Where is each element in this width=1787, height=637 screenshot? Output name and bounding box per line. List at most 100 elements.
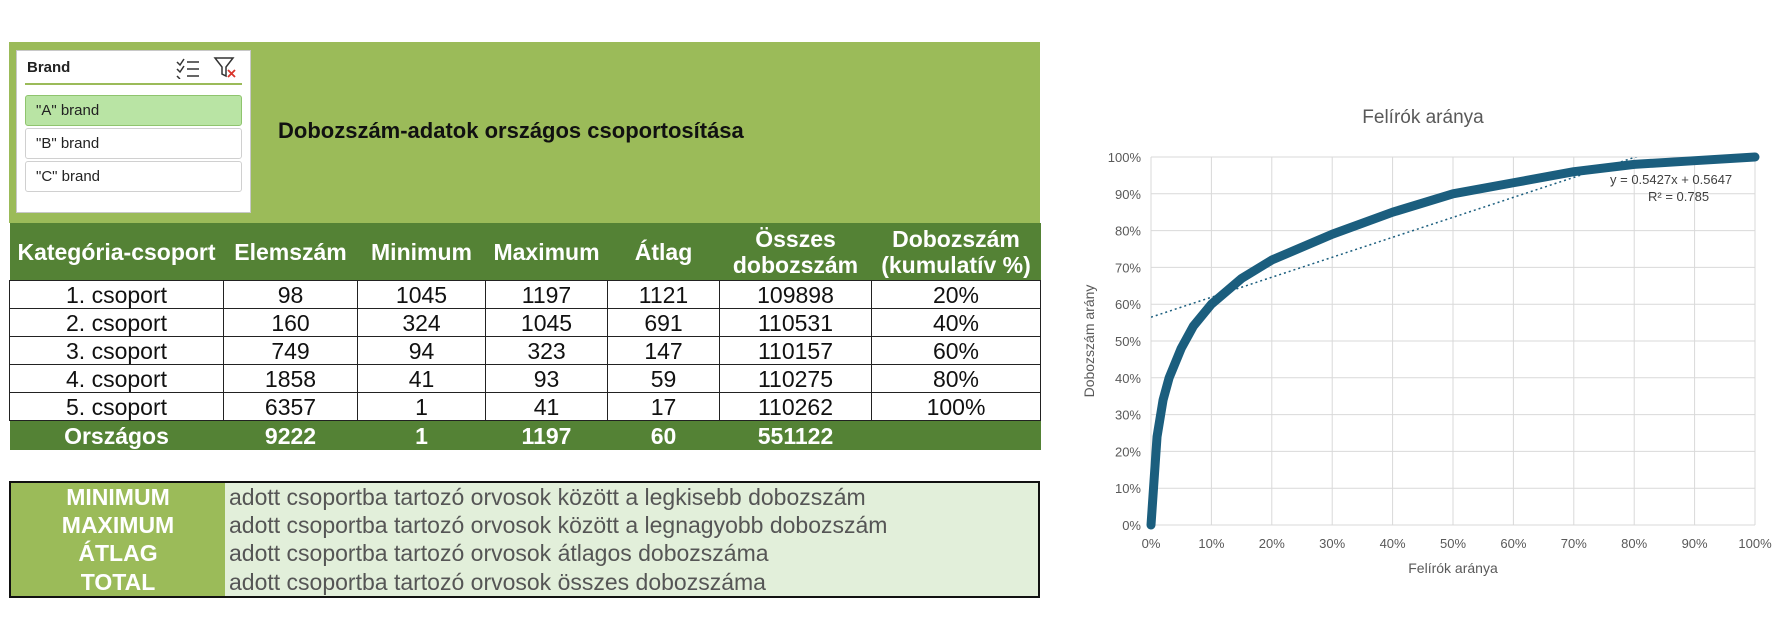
total-cell: Országos <box>9 420 224 450</box>
table-row: 3. csoport 749 94 323 147 110157 60% <box>9 336 1041 365</box>
table-row: 4. csoport 1858 41 93 59 110275 80% <box>9 364 1041 393</box>
table-cell: 2. csoport <box>9 308 224 337</box>
multi-select-icon[interactable] <box>175 57 203 79</box>
table-cell: 147 <box>607 336 720 365</box>
table-cell: 98 <box>223 280 358 309</box>
total-cell: 551122 <box>719 420 872 450</box>
header-row: Kategória-csoport Elemszám Minimum Maximum Á… <box>9 223 1041 281</box>
table-cell: 20% <box>871 280 1041 309</box>
x-tick-label: 30% <box>1319 536 1345 551</box>
column-header: Minimum <box>357 223 486 281</box>
column-header: Kategória-csoport <box>9 223 224 281</box>
table-cell: 324 <box>357 308 486 337</box>
table-cell: 110531 <box>719 308 872 337</box>
column-header: Összes dobozszám <box>719 223 872 281</box>
table-cell: 1858 <box>223 364 358 393</box>
x-axis-label: Felírók aránya <box>1408 560 1498 576</box>
table-cell: 1 <box>357 392 486 421</box>
table-cell: 60% <box>871 336 1041 365</box>
total-cell: 9222 <box>223 420 358 450</box>
table-cell: 109898 <box>719 280 872 309</box>
y-tick-label: 40% <box>1115 371 1141 386</box>
table-cell: 41 <box>485 392 608 421</box>
page-title: Dobozszám-adatok országos csoportosítása <box>278 118 744 143</box>
slicer-item[interactable]: "B" brand <box>25 128 242 159</box>
total-cell: 60 <box>607 420 720 450</box>
definition-text: adott csoportba tartozó orvosok között a… <box>229 512 888 539</box>
table-cell: 1045 <box>357 280 486 309</box>
x-tick-label: 90% <box>1682 536 1708 551</box>
x-tick-label: 100% <box>1738 536 1772 551</box>
total-cell: 1197 <box>485 420 608 450</box>
total-cell <box>871 420 1041 450</box>
table-cell: 1121 <box>607 280 720 309</box>
y-tick-label: 100% <box>1108 150 1142 165</box>
total-row: Országos 9222 1 1197 60 551122 <box>9 420 1041 450</box>
y-tick-label: 50% <box>1115 334 1141 349</box>
column-header: Elemszám <box>223 223 358 281</box>
x-tick-label: 80% <box>1621 536 1647 551</box>
x-tick-label: 60% <box>1500 536 1526 551</box>
data-line <box>1146 152 1760 530</box>
table-row: 5. csoport 6357 1 41 17 110262 100% <box>9 392 1041 421</box>
table-cell: 5. csoport <box>9 392 224 421</box>
definition-term: MINIMUM <box>11 483 225 512</box>
x-tick-label: 70% <box>1561 536 1587 551</box>
table-cell: 110275 <box>719 364 872 393</box>
y-tick-label: 70% <box>1115 260 1141 275</box>
data-table: Kategória-csoport Elemszám Minimum Maximum Á… <box>9 223 1041 450</box>
table-cell: 80% <box>871 364 1041 393</box>
table-cell: 110262 <box>719 392 872 421</box>
table-cell: 40% <box>871 308 1041 337</box>
y-tick-label: 60% <box>1115 297 1141 312</box>
definition-text: adott csoportba tartozó orvosok összes d… <box>229 568 766 595</box>
trendline-equation: y = 0.5427x + 0.5647 <box>1610 172 1732 187</box>
slicer-title: Brand <box>27 59 71 76</box>
table-cell: 94 <box>357 336 486 365</box>
total-cell: 1 <box>357 420 486 450</box>
table-row: 2. csoport 160 324 1045 691 110531 40% <box>9 308 1041 337</box>
y-axis-label: Dobozszám arány <box>1081 285 1097 398</box>
x-tick-label: 10% <box>1198 536 1224 551</box>
table-cell: 41 <box>357 364 486 393</box>
y-tick-label: 10% <box>1115 481 1141 496</box>
x-tick-label: 40% <box>1380 536 1406 551</box>
definition-term: ÁTLAG <box>11 539 225 568</box>
x-tick-label: 20% <box>1259 536 1285 551</box>
y-tick-label: 0% <box>1122 518 1141 533</box>
y-tick-label: 30% <box>1115 408 1141 423</box>
table-cell: 749 <box>223 336 358 365</box>
table-cell: 1045 <box>485 308 608 337</box>
x-tick-label: 50% <box>1440 536 1466 551</box>
chart-title: Felírók aránya <box>1362 107 1484 128</box>
table-cell: 1197 <box>485 280 608 309</box>
chart: Felírók aránya Felírók aránya Dobozszám … <box>1081 107 1772 576</box>
column-header: Dobozszám (kumulatív %) <box>871 223 1041 281</box>
table-cell: 6357 <box>223 392 358 421</box>
slicer-item[interactable]: "C" brand <box>25 161 242 192</box>
trendline-r2: R² = 0.785 <box>1648 189 1709 204</box>
slicer: Brand "A" brand "B" brand "C" brand <box>16 50 251 213</box>
table-cell: 17 <box>607 392 720 421</box>
table-cell: 59 <box>607 364 720 393</box>
divider <box>25 83 242 85</box>
y-tick-label: 20% <box>1115 444 1141 459</box>
definition-text: adott csoportba tartozó orvosok között a… <box>229 484 866 510</box>
table-cell: 160 <box>223 308 358 337</box>
y-tick-label: 80% <box>1115 224 1141 239</box>
definition-text: adott csoportba tartozó orvosok átlagos … <box>229 540 769 567</box>
table-cell: 110157 <box>719 336 872 365</box>
clear-filter-icon[interactable] <box>213 56 239 80</box>
column-header: Maximum <box>485 223 608 281</box>
trendline <box>1151 157 1638 318</box>
x-tick-label: 0% <box>1142 536 1161 551</box>
column-header: Átlag <box>607 223 720 281</box>
table-cell: 323 <box>485 336 608 365</box>
definitions: MINIMUM adott csoportba tartozó orvosok k… <box>9 481 1040 598</box>
table-cell: 1. csoport <box>9 280 224 309</box>
definition-term: MAXIMUM <box>11 511 225 540</box>
table-cell: 691 <box>607 308 720 337</box>
table-row: 1. csoport 98 1045 1197 1121 109898 20% <box>9 280 1041 309</box>
slicer-item[interactable]: "A" brand <box>25 95 242 126</box>
